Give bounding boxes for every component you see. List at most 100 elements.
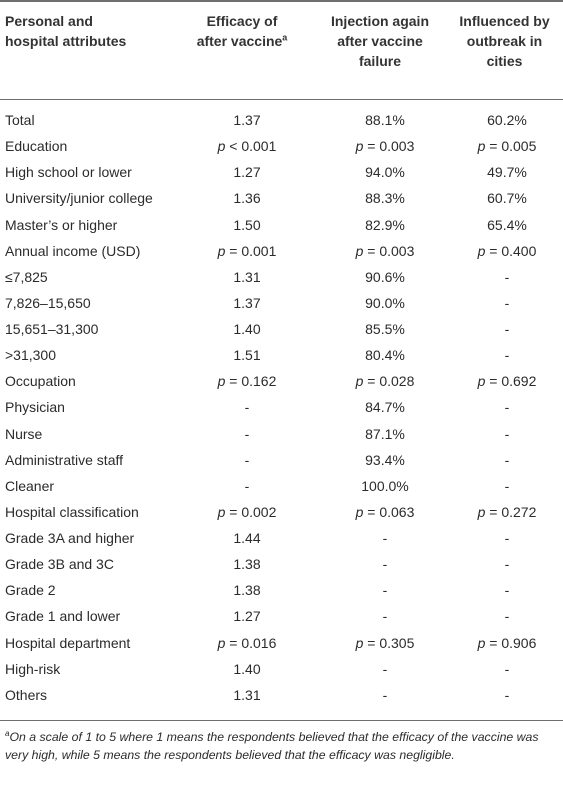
table-cell: 1.51 (233, 347, 261, 364)
table-cell: p = 0.016 (217, 634, 277, 651)
row-label: University/junior college (5, 190, 153, 207)
table-cell: - (504, 268, 510, 285)
table-cell: p = 0.162 (217, 373, 277, 390)
row-label: Education (5, 138, 68, 155)
header-injection-line-1: Injection again (330, 13, 429, 29)
row-label: Grade 2 (5, 582, 56, 599)
table-row: Administrative staff - 93.4% - (0, 447, 563, 473)
header-injection-line-2: after vaccine (337, 33, 423, 49)
table-cell: 49.7% (487, 164, 527, 181)
table-cell: 1.31 (233, 686, 261, 703)
table-row: Annual income (USD) p = 0.001 p = 0.003 p =… (0, 238, 563, 264)
table-cell: - (504, 399, 510, 416)
table-cell: p = 0.005 (477, 138, 537, 155)
table-cell: - (504, 660, 510, 677)
header-rule (0, 99, 563, 100)
row-label: Hospital department (5, 634, 131, 651)
table-cell: 94.0% (365, 164, 405, 181)
table-cell: 82.9% (365, 216, 405, 233)
table-cell: - (382, 556, 388, 573)
bottom-rule (0, 720, 563, 721)
table-cell: p = 0.400 (477, 242, 537, 259)
table-cell: - (244, 451, 250, 468)
table-cell: - (504, 608, 510, 625)
table-row: Occupation p = 0.162 p = 0.028 p = 0.692 (0, 368, 563, 394)
row-label: Grade 3B and 3C (5, 556, 114, 573)
row-label: Hospital classification (5, 503, 139, 520)
table-cell: 60.7% (487, 190, 527, 207)
row-label: Master’s or higher (5, 216, 118, 233)
table-cell: 1.50 (233, 216, 261, 233)
table-row: Others 1.31 - - (0, 682, 563, 708)
table-cell: - (382, 608, 388, 625)
row-label: High school or lower (5, 164, 132, 181)
row-label: Annual income (USD) (5, 242, 141, 259)
header-efficacy-line-2: after vaccine (196, 33, 283, 49)
header-influenced: Influenced by outbreak in cities (446, 11, 563, 71)
table-cell: - (244, 477, 250, 494)
table-row: Nurse - 87.1% - (0, 421, 563, 447)
row-label: Occupation (5, 373, 76, 390)
table-cell: p < 0.001 (217, 138, 277, 155)
row-label: Cleaner (5, 477, 55, 494)
table-row: Cleaner - 100.0% - (0, 473, 563, 499)
footnote: aOn a scale of 1 to 5 where 1 means the … (5, 728, 557, 764)
table-cell: - (504, 425, 510, 442)
table-cell: p = 0.906 (477, 634, 537, 651)
data-table: Total 1.37 88.1% 60.2% Education p < 0.001 p =… (0, 107, 563, 708)
row-label: Grade 1 and lower (5, 608, 121, 625)
table-cell: 1.36 (233, 190, 261, 207)
row-label: Nurse (5, 425, 43, 442)
table-cell: 65.4% (487, 216, 527, 233)
table-cell: p = 0.003 (355, 138, 415, 155)
table-row: Grade 3A and higher 1.44 - - (0, 525, 563, 551)
table-row: ≤7,825 1.31 90.6% - (0, 264, 563, 290)
row-label: >31,300 (5, 347, 56, 364)
table-cell: 90.6% (365, 268, 405, 285)
table-cell: 1.37 (233, 294, 261, 311)
row-label: Grade 3A and higher (5, 530, 135, 547)
row-label: High-risk (5, 660, 61, 677)
table-row: Physician - 84.7% - (0, 394, 563, 420)
table-cell: 87.1% (365, 425, 405, 442)
table-row: 15,651–31,300 1.40 85.5% - (0, 316, 563, 342)
row-label: ≤7,825 (5, 268, 48, 285)
table-cell: - (504, 556, 510, 573)
row-label: 15,651–31,300 (5, 321, 99, 338)
footnote-marker-header: a (282, 32, 288, 43)
top-rule (0, 0, 563, 2)
table-row: >31,300 1.51 80.4% - (0, 342, 563, 368)
table-cell: 84.7% (365, 399, 405, 416)
table-row: Master’s or higher 1.50 82.9% 65.4% (0, 212, 563, 238)
header-injection-again: Injection again after vaccine failure (314, 11, 446, 71)
table-cell: 90.0% (365, 294, 405, 311)
header-efficacy-line-1: Efficacy of (206, 13, 278, 29)
header-attributes: Personal and hospital attributes (5, 11, 126, 51)
table-cell: 1.38 (233, 556, 261, 573)
table-row: 7,826–15,650 1.37 90.0% - (0, 290, 563, 316)
row-label: Physician (5, 399, 65, 416)
table-cell: - (504, 294, 510, 311)
table-cell: 85.5% (365, 321, 405, 338)
table-cell: p = 0.692 (477, 373, 537, 390)
table-cell: - (504, 321, 510, 338)
table-cell: 100.0% (361, 477, 409, 494)
table-cell: - (504, 347, 510, 364)
table-body: Total 1.37 88.1% 60.2% Education p < 0.001 p =… (0, 107, 563, 708)
header-influenced-line-3: cities (486, 53, 523, 69)
header-attributes-line-2: hospital attributes (5, 33, 127, 49)
table-cell: - (382, 582, 388, 599)
table-cell: - (504, 686, 510, 703)
table-cell: p = 0.272 (477, 503, 537, 520)
table-cell: 88.1% (365, 112, 405, 129)
table-cell: - (244, 399, 250, 416)
table-cell: 1.38 (233, 582, 261, 599)
table-row: Education p < 0.001 p = 0.003 p = 0.005 (0, 133, 563, 159)
table-cell: - (382, 660, 388, 677)
table-cell: - (382, 530, 388, 547)
table-cell: - (504, 530, 510, 547)
header-efficacy: Efficacy of after vaccinea (170, 11, 314, 51)
table-row: Hospital classification p = 0.002 p = 0.06… (0, 499, 563, 525)
footnote-marker: a (5, 728, 10, 738)
header-influenced-line-2: outbreak in (466, 33, 543, 49)
